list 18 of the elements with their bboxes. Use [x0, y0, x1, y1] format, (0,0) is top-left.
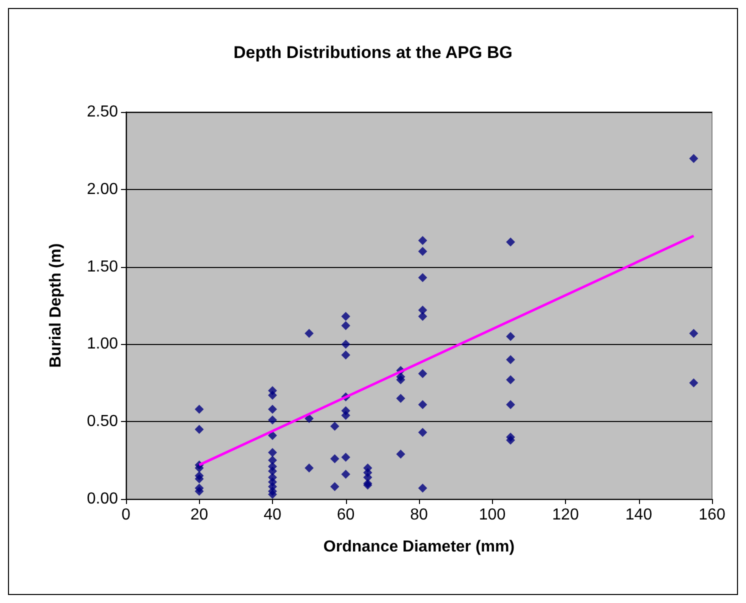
chart-title: Depth Distributions at the APG BG [234, 43, 512, 62]
x-tick-label: 160 [698, 506, 726, 524]
x-tick-label: 80 [410, 506, 428, 524]
x-tick-label: 60 [336, 506, 355, 524]
y-tick-label: 1.00 [86, 336, 118, 353]
y-tick-label: 0.00 [86, 490, 118, 508]
x-tick-label: 100 [478, 506, 506, 524]
x-axis-title: Ordnance Diameter (mm) [323, 538, 515, 556]
x-tick-label: 20 [190, 506, 208, 524]
x-tick-label: 40 [264, 506, 282, 524]
y-axis-title: Burial Depth (m) [48, 243, 64, 368]
y-tick-label: 0.50 [86, 413, 118, 430]
y-tick-label: 1.50 [86, 258, 118, 276]
y-tick-label: 2.00 [86, 180, 118, 198]
x-tick-label: 140 [625, 506, 652, 524]
x-tick-label: 0 [122, 506, 131, 524]
x-tick-label: 120 [552, 506, 579, 524]
y-tick-label: 2.50 [86, 104, 118, 120]
